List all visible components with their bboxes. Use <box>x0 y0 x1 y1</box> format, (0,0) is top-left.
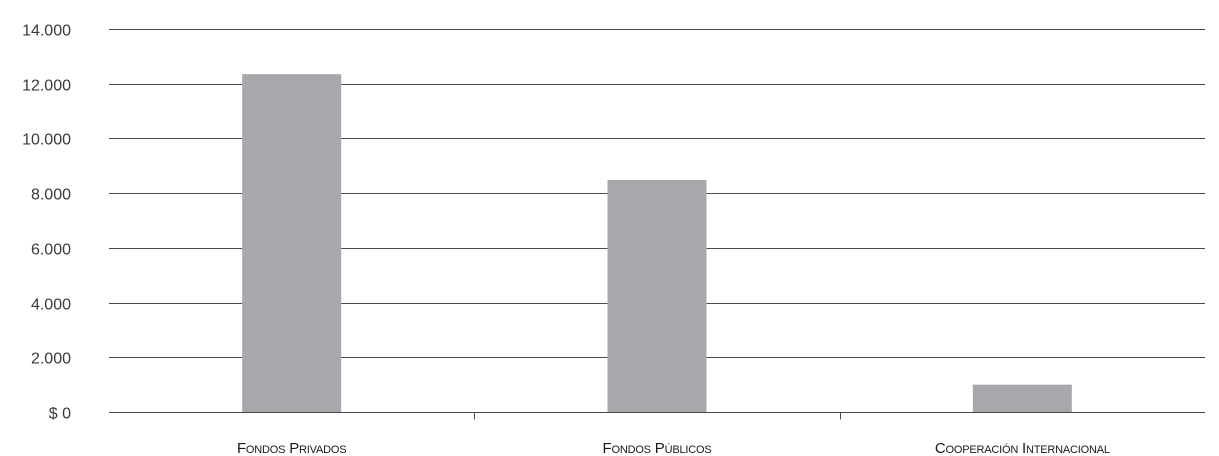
x-category-label-1: Fondos Públicos <box>603 440 712 456</box>
x-category-label-2: Cooperación Internacional <box>935 440 1110 456</box>
y-tick-label-7: 14.000 <box>22 23 71 40</box>
x-category-label-0: Fondos Privados <box>237 440 346 456</box>
bar-0 <box>242 74 342 412</box>
y-tick-label-2: 4.000 <box>31 297 71 314</box>
y-axis-tick-labels: $ 0 2.000 4.000 6.000 8.000 10.000 12.000 14.00… <box>22 23 71 423</box>
y-tick-label-3: 6.000 <box>31 242 71 259</box>
y-tick-label-5: 10.000 <box>22 132 71 149</box>
bar-2 <box>972 384 1072 412</box>
x-axis <box>109 412 1205 420</box>
y-tick-label-6: 12.000 <box>22 78 71 95</box>
y-tick-label-0: $ 0 <box>49 406 71 423</box>
x-axis-category-labels: Fondos Privados Fondos Públicos Cooperació… <box>237 440 1110 456</box>
y-tick-label-4: 8.000 <box>31 187 71 204</box>
bar-1 <box>607 180 707 412</box>
bars <box>242 74 1072 412</box>
y-tick-label-1: 2.000 <box>31 351 71 368</box>
